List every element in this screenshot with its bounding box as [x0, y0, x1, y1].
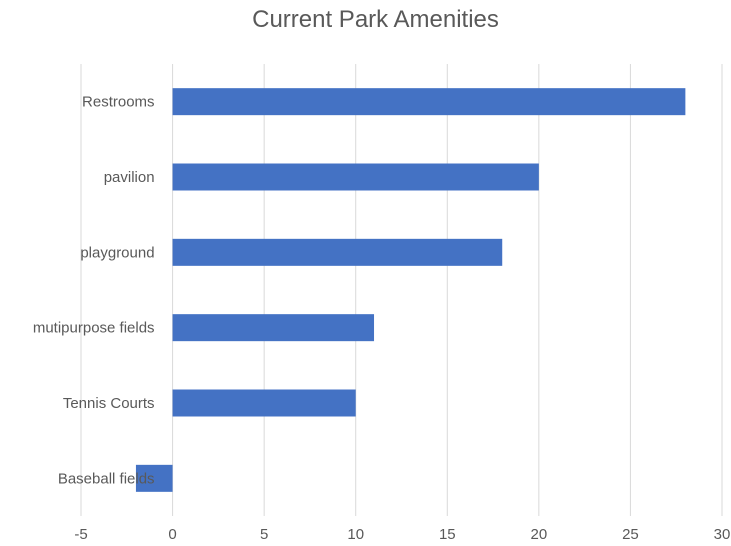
- x-tick-label: -5: [74, 526, 87, 543]
- bar: [135, 464, 173, 492]
- category-label: pavilion: [104, 169, 155, 186]
- category-label: mutipurpose fields: [33, 320, 155, 337]
- x-tick-label: 10: [347, 526, 364, 543]
- category-label: Tennis Courts: [63, 395, 155, 412]
- x-tick-label: 25: [622, 526, 639, 543]
- bar: [172, 238, 503, 266]
- bar: [172, 163, 539, 191]
- x-tick-label: 0: [168, 526, 176, 543]
- chart-title: Current Park Amenities: [252, 6, 499, 33]
- category-label: Baseball fields: [58, 470, 155, 487]
- x-tick-label: 5: [260, 526, 268, 543]
- x-tick-label: 15: [439, 526, 456, 543]
- x-tick-label: 20: [531, 526, 548, 543]
- category-label: Restrooms: [82, 94, 155, 111]
- bar: [172, 389, 356, 417]
- bar: [172, 314, 375, 342]
- bar: [172, 88, 686, 116]
- x-tick-label: 30: [714, 526, 731, 543]
- category-label: playground: [80, 244, 154, 261]
